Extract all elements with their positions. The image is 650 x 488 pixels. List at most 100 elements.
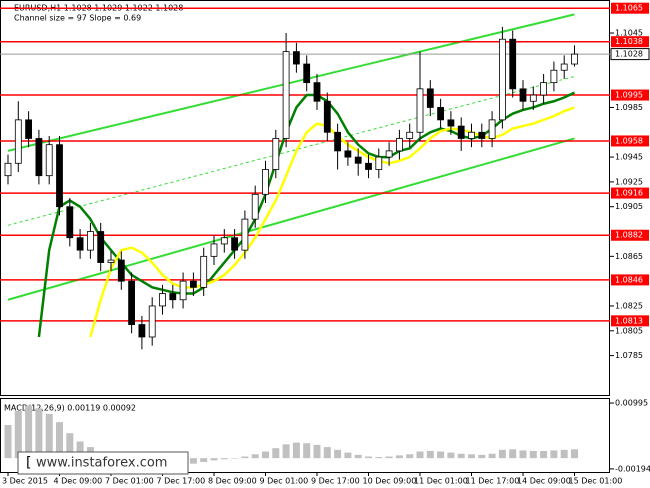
level-label: 1.0916 xyxy=(615,189,643,198)
candle-body xyxy=(375,156,383,170)
watermark: [ www.instaforex.com xyxy=(17,451,189,475)
macd-bar xyxy=(272,448,280,459)
macd-bar xyxy=(509,449,517,459)
last-price-label: 1.1028 xyxy=(615,50,643,59)
macd-bar xyxy=(375,457,383,459)
candle-body xyxy=(148,305,156,338)
candle-body xyxy=(210,243,218,257)
candle-body xyxy=(498,38,506,121)
y-tick-label: 1.0945 xyxy=(615,153,643,162)
level-label: 1.0813 xyxy=(615,316,643,325)
macd-bar xyxy=(529,450,537,459)
macd-bar xyxy=(303,443,311,459)
candle-body xyxy=(468,131,475,139)
level-label-box xyxy=(611,274,649,286)
candle-body xyxy=(416,88,424,133)
candle-body xyxy=(76,237,84,251)
y-tick-label: 1.1045 xyxy=(615,29,643,38)
candle-body xyxy=(437,107,445,121)
y-tick-label: 1.0925 xyxy=(615,177,643,186)
candle-body xyxy=(35,138,43,177)
candle-body xyxy=(4,162,12,177)
candle-body xyxy=(560,63,568,71)
candle-body xyxy=(128,280,136,325)
macd-bar xyxy=(571,449,578,459)
candle-body xyxy=(138,324,146,338)
level-label-box xyxy=(611,89,649,101)
candle-body xyxy=(457,125,465,139)
macd-bar xyxy=(189,458,197,464)
macd-bar xyxy=(426,450,434,459)
level-label-box xyxy=(611,36,649,48)
last-price-box xyxy=(610,48,650,61)
macd-bar xyxy=(210,458,218,461)
macd-bar xyxy=(56,422,63,459)
macd-bar xyxy=(262,451,269,459)
macd-bar xyxy=(14,411,22,459)
macd-bar xyxy=(385,456,393,459)
candle-body xyxy=(426,88,434,108)
macd-bar xyxy=(35,408,43,459)
candle-body xyxy=(189,280,197,288)
y-tick-label: -0.00194 xyxy=(615,464,650,473)
candle-body xyxy=(282,51,290,139)
x-tick-label: 8 Dec 09:00 xyxy=(208,477,257,486)
macd-bar xyxy=(313,444,321,459)
x-tick-label: 7 Dec 17:00 xyxy=(157,477,206,486)
macd-bar xyxy=(334,449,342,459)
candle-body xyxy=(395,138,403,152)
channel-line xyxy=(7,13,575,152)
macd-bar xyxy=(498,449,506,459)
candle-body xyxy=(25,119,33,139)
candle-body xyxy=(354,156,362,164)
macd-bar xyxy=(488,453,496,459)
candle-body xyxy=(478,131,486,139)
level-label: 1.1065 xyxy=(615,4,643,13)
x-tick-label: 7 Dec 01:00 xyxy=(105,477,154,486)
level-label-box xyxy=(611,135,649,147)
macd-bar xyxy=(231,458,239,459)
candle-body xyxy=(385,150,393,158)
macd-bar xyxy=(4,424,12,459)
candle-body xyxy=(550,69,558,84)
macd-bar xyxy=(406,454,414,459)
watermark-box xyxy=(17,451,189,475)
macd-bar xyxy=(560,449,568,459)
macd-bar xyxy=(45,413,53,459)
macd-bar xyxy=(25,405,33,459)
macd-bar xyxy=(457,453,465,459)
macd-bar xyxy=(66,433,74,459)
candle-body xyxy=(540,82,547,96)
channel-line xyxy=(7,137,575,301)
candle-body xyxy=(447,119,455,127)
candle-body xyxy=(509,38,517,90)
candle-body xyxy=(292,51,300,65)
x-tick-label: 14 Dec 09:00 xyxy=(517,477,571,486)
candle-body xyxy=(488,119,496,139)
candle-body xyxy=(117,259,125,282)
level-label-box xyxy=(611,229,649,241)
y-tick-label: 1.0785 xyxy=(615,351,643,360)
candle-body xyxy=(529,94,537,102)
y-tick-label: 1.0805 xyxy=(615,326,643,335)
macd-bar xyxy=(292,442,300,459)
y-tick-label: 1.0905 xyxy=(615,202,643,211)
candle-body xyxy=(365,162,372,170)
candle-body xyxy=(56,144,63,208)
candle-body xyxy=(313,82,321,102)
level-label-box xyxy=(611,2,649,14)
level-label: 1.0995 xyxy=(615,91,643,100)
macd-bar xyxy=(251,454,259,459)
candle-body xyxy=(220,237,228,245)
macd-bar xyxy=(200,458,208,463)
candle-body xyxy=(87,231,94,251)
macd-bar xyxy=(447,452,455,459)
y-tick-label: 1.0825 xyxy=(615,301,643,310)
macd-bar xyxy=(540,450,548,459)
y-tick-label: 1.0865 xyxy=(615,252,643,261)
candle-body xyxy=(334,131,342,152)
y-tick-label: 1.0985 xyxy=(615,103,643,112)
macd-bar xyxy=(220,458,228,460)
x-tick-label: 11 Dec 01:00 xyxy=(414,477,468,486)
